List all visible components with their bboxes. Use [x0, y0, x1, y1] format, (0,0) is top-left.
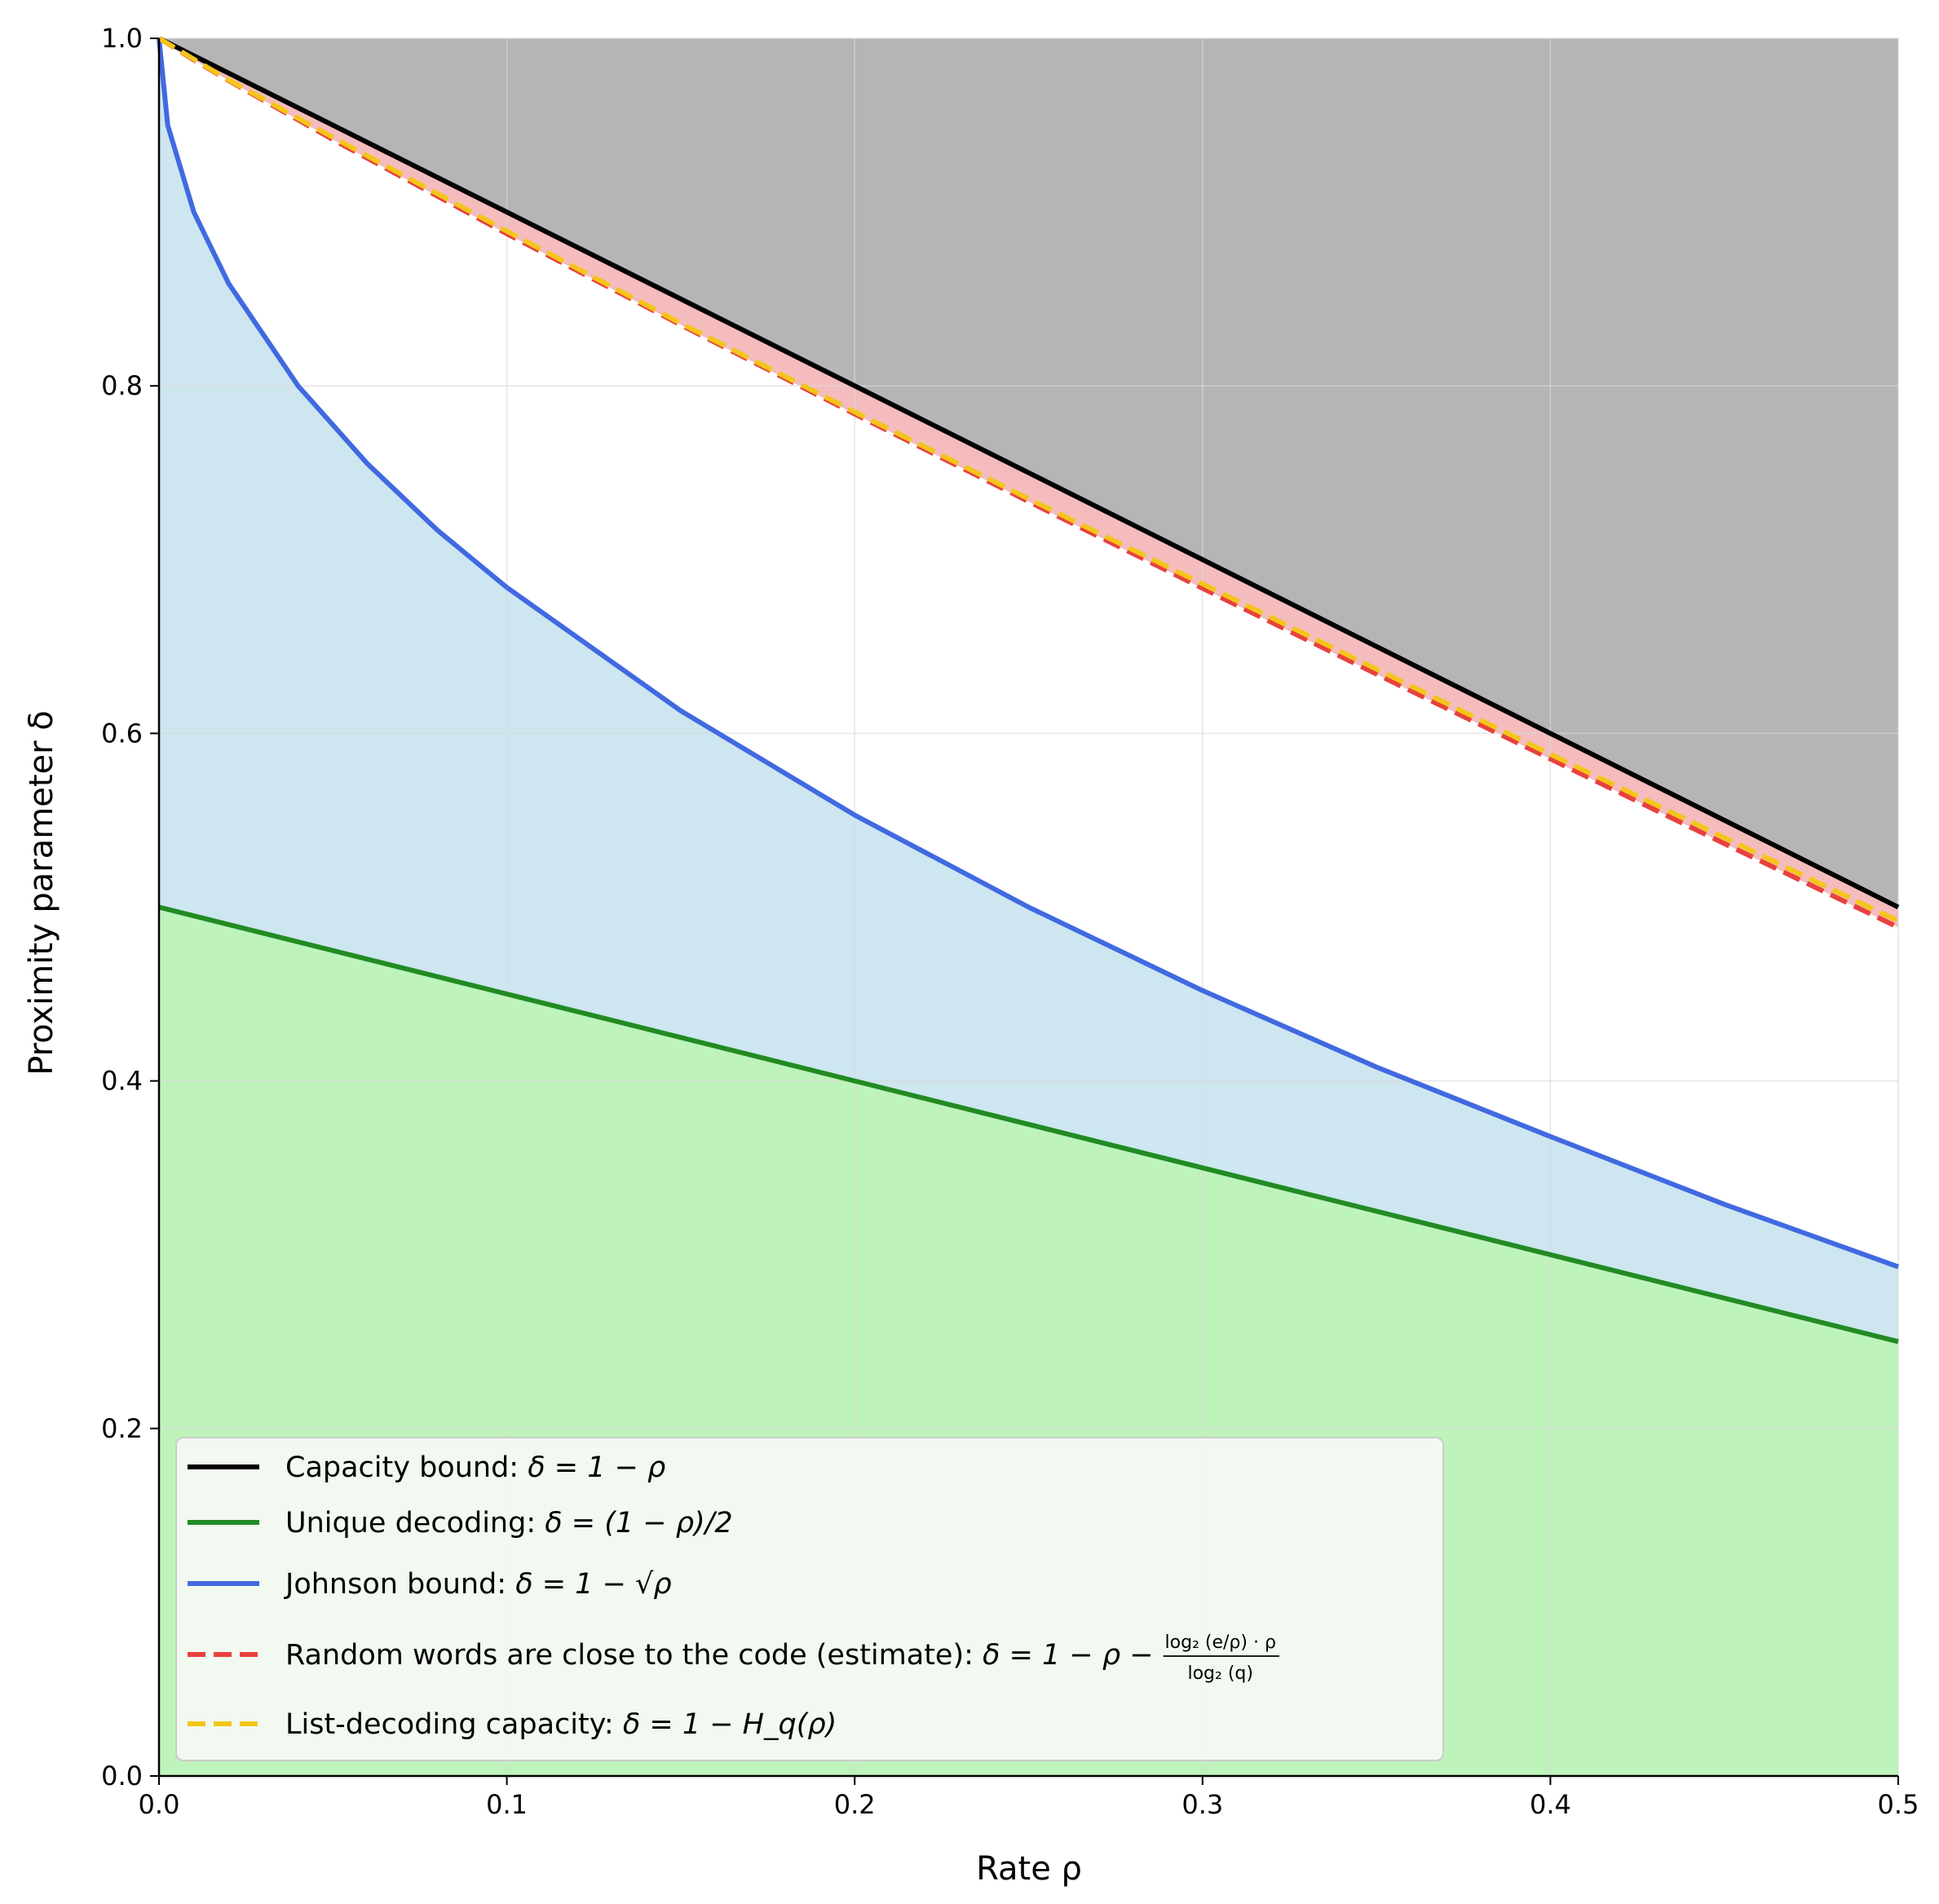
fill-random-to-capacity — [159, 38, 1898, 928]
legend-label-listdec: List-decoding capacity: δ = 1 − H_q(ρ) — [285, 1708, 837, 1741]
axes — [150, 38, 1899, 1785]
legend-formula: δ = (1 − ρ)/2 — [545, 1507, 732, 1540]
legend-fraction-numerator: log₂ (e/ρ) · ρ — [1165, 1632, 1276, 1653]
legend-label-johnson: Johnson bound: δ = 1 − √ρ — [284, 1568, 672, 1601]
y-axis-label: Proximity parameter δ — [23, 710, 60, 1076]
legend-label-text: List-decoding capacity: — [285, 1708, 623, 1741]
y-tick-label: 0.0 — [101, 1760, 143, 1791]
legend-formula: δ = 1 − √ρ — [515, 1568, 671, 1601]
legend-formula: δ = 1 − H_q(ρ) — [623, 1708, 837, 1741]
legend-label-unique: Unique decoding: δ = (1 − ρ)/2 — [285, 1507, 733, 1540]
legend-label-text: Random words are close to the code (esti… — [285, 1639, 983, 1672]
x-tick-label: 0.4 — [1530, 1789, 1571, 1820]
y-tick-label: 0.2 — [101, 1413, 143, 1444]
y-tick-label: 0.8 — [101, 370, 143, 401]
x-tick-label: 0.2 — [834, 1789, 876, 1820]
x-axis-label: Rate ρ — [976, 1850, 1082, 1888]
series-line-unique — [158, 904, 1899, 1345]
legend-label-capacity: Capacity bound: δ = 1 − ρ — [285, 1451, 665, 1484]
y-tick-label: 0.6 — [101, 718, 143, 749]
legend-label-random: Random words are close to the code (esti… — [285, 1639, 1154, 1672]
y-tick-label: 0.4 — [101, 1066, 143, 1097]
legend-label-text: Unique decoding: — [285, 1507, 545, 1540]
x-tick-label: 0.1 — [486, 1789, 528, 1820]
series-line-capacity — [157, 36, 1900, 910]
series-line-listdec — [157, 36, 1900, 924]
legend-label-text: Capacity bound: — [285, 1451, 528, 1484]
legend-formula: δ = 1 − ρ − — [983, 1639, 1154, 1672]
x-tick-label: 0.3 — [1182, 1789, 1223, 1820]
series-lines — [157, 36, 1900, 1345]
x-tick-label: 0.0 — [139, 1789, 180, 1820]
legend: Capacity bound: δ = 1 − ρ Unique decoding… — [175, 1437, 1444, 1761]
y-tick-label: 1.0 — [101, 23, 143, 54]
series-line-johnson — [157, 38, 1900, 1270]
x-tick-label: 0.5 — [1878, 1789, 1919, 1820]
tick-labels: 0.0 0.1 0.2 0.3 0.4 0.5 0.0 0.2 0.4 0.6 0.8 1.0 — [101, 23, 1919, 1820]
legend-label-text: Johnson bound: — [284, 1568, 515, 1601]
legend-box — [175, 1437, 1444, 1761]
legend-formula: δ = 1 − ρ — [528, 1451, 665, 1484]
legend-fraction-denominator: log₂ (q) — [1187, 1663, 1252, 1684]
